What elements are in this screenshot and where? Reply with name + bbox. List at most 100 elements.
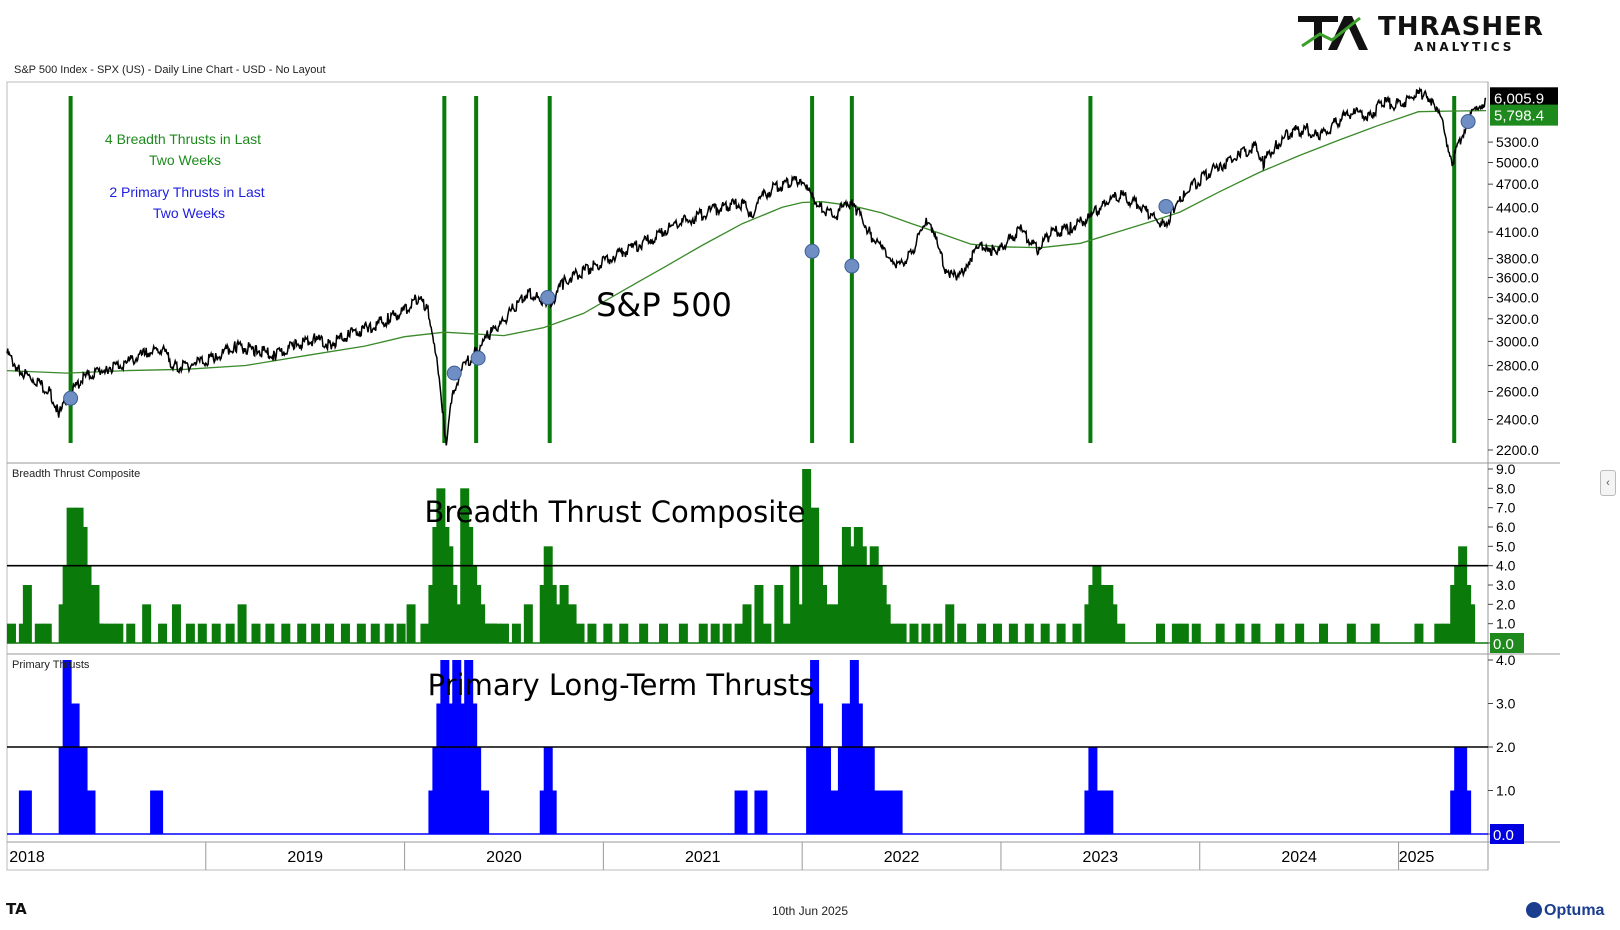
breadth-bar bbox=[185, 623, 195, 643]
breadth-last-value-label: 0.0 bbox=[1493, 636, 1514, 653]
primary-y-tick-label: 4.0 bbox=[1496, 652, 1516, 668]
price-y-tick-label: 4400.0 bbox=[1496, 199, 1539, 215]
breadth-bar bbox=[511, 623, 521, 643]
breadth-bar bbox=[126, 623, 136, 643]
breadth-panel: 1.0 2.0 3.0 4.0 5.0 6.0 7.0 8.0 9.0 0.0 Breadth Th… bbox=[6, 461, 1524, 653]
breadth-bar bbox=[90, 585, 100, 643]
breadth-bar bbox=[603, 623, 613, 643]
breadth-bar bbox=[499, 623, 509, 643]
primary-bar bbox=[154, 790, 164, 834]
breadth-bar bbox=[6, 623, 16, 643]
breadth-y-tick-label: 3.0 bbox=[1496, 577, 1516, 593]
x-tick-label: 2019 bbox=[287, 849, 323, 866]
primary-bar bbox=[547, 790, 557, 834]
breadth-bar bbox=[1251, 623, 1261, 643]
breadth-bar bbox=[281, 623, 291, 643]
breadth-y-tick-label: 9.0 bbox=[1496, 461, 1516, 477]
breadth-bar bbox=[1319, 623, 1329, 643]
primary-bar bbox=[480, 790, 490, 834]
breadth-y-tick-label: 1.0 bbox=[1496, 616, 1516, 632]
breadth-bar bbox=[476, 604, 486, 643]
breadth-bar bbox=[158, 623, 168, 643]
breadth-bar bbox=[889, 623, 899, 643]
breadth-bar bbox=[311, 623, 321, 643]
breadth-bar bbox=[762, 623, 772, 643]
breadth-bar bbox=[114, 623, 124, 643]
price-y-tick-label: 3400.0 bbox=[1496, 290, 1539, 306]
breadth-last-value-box bbox=[1490, 633, 1524, 653]
annotation-breadth-line2: Two Weeks bbox=[149, 152, 221, 168]
annotation-breadth-line1: 4 Breadth Thrusts in Last bbox=[105, 131, 261, 147]
breadth-bar bbox=[106, 623, 116, 643]
breadth-bar bbox=[396, 623, 406, 643]
primary-bar bbox=[738, 790, 748, 834]
thrust-signal-dot bbox=[63, 390, 79, 406]
breadth-bar bbox=[782, 623, 792, 643]
breadth-bar bbox=[452, 604, 462, 643]
breadth-bar bbox=[1191, 623, 1201, 643]
breadth-bar bbox=[1072, 623, 1082, 643]
breadth-bar bbox=[265, 623, 275, 643]
breadth-bar bbox=[523, 604, 533, 643]
breadth-bar bbox=[1346, 623, 1356, 643]
breadth-bar bbox=[406, 604, 416, 643]
breadth-bar bbox=[325, 623, 335, 643]
primary-panel: 1.0 2.0 3.0 4.0 0.0 Primary Thrusts Primary Lo… bbox=[7, 652, 1524, 844]
breadth-bar bbox=[774, 585, 784, 643]
breadth-bar bbox=[237, 604, 247, 643]
collapse-panel-button[interactable]: ‹ bbox=[1600, 470, 1616, 496]
primary-bar bbox=[841, 703, 851, 834]
ma-value-label: 5,798.4 bbox=[1494, 108, 1544, 125]
optuma-label: Optuma bbox=[1544, 902, 1605, 919]
breadth-bar bbox=[822, 604, 832, 643]
breadth-bar bbox=[559, 585, 569, 643]
breadth-bar bbox=[340, 623, 350, 643]
price-y-tick-label: 3800.0 bbox=[1496, 251, 1539, 267]
breadth-bar bbox=[98, 623, 108, 643]
breadth-bar bbox=[734, 623, 744, 643]
breadth-bar bbox=[1155, 623, 1165, 643]
price-panel-title: S&P 500 bbox=[596, 286, 732, 324]
primary-last-value-label: 0.0 bbox=[1493, 827, 1514, 844]
breadth-bar bbox=[1370, 623, 1380, 643]
price-y-tick-label: 4700.0 bbox=[1496, 176, 1539, 192]
breadth-bar bbox=[22, 585, 32, 643]
breadth-bar bbox=[1171, 623, 1181, 643]
breadth-bar bbox=[933, 623, 943, 643]
price-y-tick-label: 2400.0 bbox=[1496, 412, 1539, 428]
thrust-signal-dot bbox=[844, 258, 860, 274]
thrust-signal-dot bbox=[1460, 114, 1476, 130]
breadth-bar bbox=[356, 623, 366, 643]
x-tick-label: 2024 bbox=[1281, 849, 1317, 866]
breadth-bar bbox=[34, 623, 44, 643]
price-y-tick-label: 4100.0 bbox=[1496, 224, 1539, 240]
breadth-bar bbox=[575, 623, 585, 643]
primary-panel-label: Primary Thrusts bbox=[12, 659, 90, 671]
breadth-bar bbox=[1024, 623, 1034, 643]
breadth-bar bbox=[957, 623, 967, 643]
thrust-signal-dot bbox=[470, 350, 486, 366]
chart-frame bbox=[6, 81, 1489, 871]
thrust-signal-dot bbox=[446, 365, 462, 381]
thrasher-analytics-logo: THRASHER ANALYTICS bbox=[1298, 10, 1598, 54]
breadth-bar bbox=[710, 623, 720, 643]
optuma-logo: Optuma bbox=[1526, 902, 1604, 920]
breadth-bar bbox=[1466, 604, 1476, 643]
breadth-bar bbox=[1414, 623, 1424, 643]
breadth-bar bbox=[492, 623, 502, 643]
breadth-bar bbox=[1040, 623, 1050, 643]
primary-bar bbox=[86, 790, 96, 834]
breadth-bar bbox=[881, 604, 891, 643]
annotation-primary-line2: Two Weeks bbox=[153, 205, 225, 221]
breadth-panel-label: Breadth Thrust Composite bbox=[12, 468, 140, 480]
price-y-tick-label: 2800.0 bbox=[1496, 358, 1539, 374]
breadth-bar bbox=[587, 623, 597, 643]
primary-bar bbox=[22, 790, 32, 834]
breadth-y-tick-label: 7.0 bbox=[1496, 500, 1516, 516]
breadth-bar bbox=[567, 604, 577, 643]
breadth-bar bbox=[370, 623, 380, 643]
thrust-signal-dot bbox=[804, 243, 820, 259]
breadth-bar bbox=[211, 623, 221, 643]
breadth-panel-title: Breadth Thrust Composite bbox=[424, 495, 805, 529]
